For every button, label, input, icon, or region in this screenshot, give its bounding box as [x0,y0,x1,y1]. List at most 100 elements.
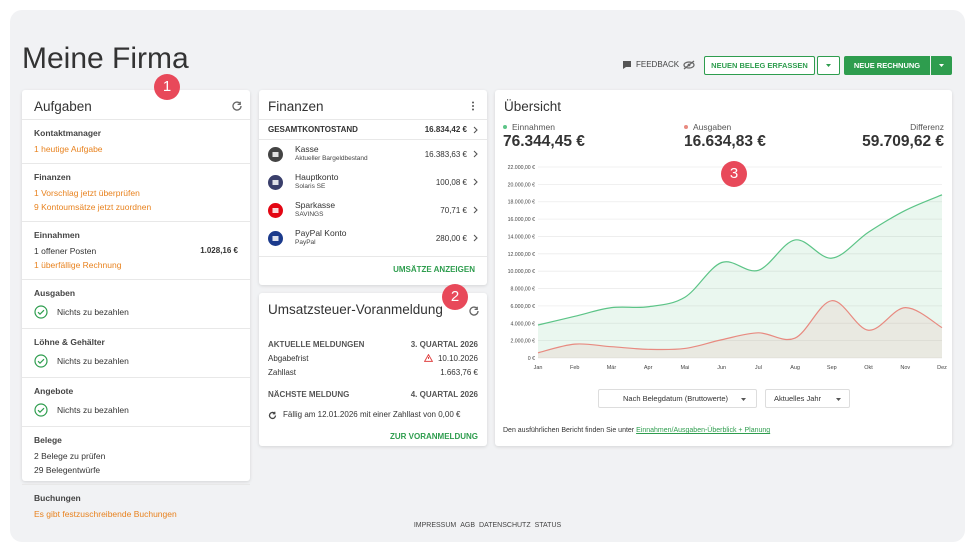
footer-link[interactable]: DATENSCHUTZ [479,522,531,529]
task-text: 2 Belege zu prüfen [34,451,106,461]
step-marker: 3 [721,161,747,187]
legend-dot [503,125,507,129]
task-text: 1 offener Posten [34,246,97,256]
account-row[interactable]: Hauptkonto Solaris SE 100,08 € [259,168,487,196]
new-receipt-dropdown[interactable] [817,56,840,75]
select-text: Aktuelles Jahr [774,394,822,403]
account-row[interactable]: PayPal Konto PayPal 280,00 € [259,224,487,252]
y-tick-label: 20.000,00 € [508,182,536,188]
account-name: Sparkasse SAVINGS [295,200,440,220]
account-title: Hauptkonto [295,172,339,182]
task-section: Belege 2 Belege zu prüfen 29 Belegentwürfe [22,426,250,484]
chevron-icon [473,178,478,186]
report-link[interactable]: Einnahmen/Ausgaben-Überblick + Planung [636,427,771,434]
task-line: 29 Belegentwürfe [34,463,238,477]
account-sub: SAVINGS [295,211,324,218]
current-heading-label: AKTUELLE MELDUNGEN [268,340,365,349]
task-link[interactable]: Es gibt festzuschreibende Buchungen [34,509,177,519]
task-line: 2 Belege zu prüfen [34,449,238,463]
task-done: Nichts zu bezahlen [34,304,238,320]
task-link[interactable]: 1 Vorschlag jetzt überprüfen [34,188,140,198]
more-icon [472,101,474,111]
section-title: Ausgaben [34,288,76,298]
task-done-text: Nichts zu bezahlen [57,356,129,366]
task-link[interactable]: 1 heutige Aufgabe [34,144,103,154]
series-area [538,300,942,358]
account-amount: 280,00 € [435,233,467,243]
vat-row-label: Zahllast [268,368,297,377]
check-icon [34,403,48,417]
task-section: Buchungen Es gibt festzuschreibende Buchu… [22,484,250,528]
account-icon [268,146,283,162]
x-tick-label: Aug [790,365,800,371]
task-link[interactable]: 1 überfällige Rechnung [34,260,122,270]
section-title: Belege [34,435,62,445]
task-section: Kontaktmanager 1 heutige Aufgabe [22,119,250,163]
summary-label: Differenz [910,122,944,132]
check-icon [34,305,48,319]
account-amount: 16.383,63 € [424,149,467,159]
task-done-text: Nichts zu bezahlen [57,307,129,317]
y-tick-label: 4.000,00 € [510,321,535,327]
task-link[interactable]: 9 Kontoumsätze jetzt zuordnen [34,202,152,212]
account-row[interactable]: Kasse Aktueller Bargeldbestand 16.383,63 € [259,140,487,168]
y-tick-label: 22.000,00 € [508,165,536,171]
footer-link[interactable]: AGB [460,522,476,529]
next-heading-label: NÄCHSTE MELDUNG [268,390,350,399]
vat-row: Abgabefrist 10.10.2026 [268,352,478,366]
caret [939,64,944,67]
footer-link[interactable]: STATUS [534,522,562,529]
x-tick-label: Mär [607,365,617,371]
vat-link[interactable]: ZUR VORANMELDUNG [390,432,478,441]
report-note: Den ausführlichen Bericht finden Sie unt… [503,427,770,434]
x-tick-label: Okt [864,365,873,371]
account-title: Kasse [295,144,319,154]
vat-row-value: 1.663,76 € [440,368,478,377]
section-title: Finanzen [34,172,71,182]
feedback-link[interactable]: FEEDBACK [636,60,680,69]
series-area [538,194,942,358]
account-title: PayPal Konto [295,228,347,238]
summary-value: 59.709,62 € [862,133,944,150]
task-section: Ausgaben Nichts zu bezahlen [22,279,250,328]
section-title: Kontaktmanager [34,128,102,138]
footer-link[interactable]: IMPRESSUM [413,522,457,529]
section-title: Buchungen [34,493,81,503]
tasks-card: Aufgaben Kontaktmanager 1 heutige Aufgabe F… [22,90,250,519]
account-title: Sparkasse [295,200,336,210]
filter-select[interactable]: Aktuelles Jahr [765,389,850,408]
new-invoice-button[interactable]: NEUE RECHNUNG [844,56,930,75]
account-sub: Aktueller Bargeldbestand [295,155,368,162]
summary-label: Einnahmen [503,122,585,132]
account-amount: 100,08 € [435,177,467,187]
task-line: 1 offener Posten 1.028,16 € [34,244,238,258]
task-section: Angebote Nichts zu bezahlen [22,377,250,426]
account-sub: Solaris SE [295,183,326,190]
card-title: Umsatzsteuer-Voranmeldung [268,302,443,317]
report-text: Den ausführlichen Bericht finden Sie unt… [503,427,635,434]
vat-note-text: Fällig am 12.01.2026 mit einer Zahllast … [283,410,461,419]
section-title: Löhne & Gehälter [34,337,105,347]
new-receipt-button[interactable]: NEUEN BELEG ERFASSEN [704,56,815,75]
overview-card: Übersicht Einnahmen 76.344,45 € Ausgaben 16.… [495,90,952,446]
x-tick-label: Jul [755,365,762,371]
chevron-icon [473,126,478,134]
select-text: Nach Belegdatum (Bruttowerte) [623,394,729,403]
card-title: Aufgaben [34,99,92,114]
finances-card: Finanzen GESAMTKONTOSTAND 16.834,42 € Kasse… [259,90,487,285]
task-done: Nichts zu bezahlen [34,353,238,369]
filter-select[interactable]: Nach Belegdatum (Bruttowerte) [598,389,757,408]
series-line [537,300,943,354]
chevron-icon [473,150,478,158]
account-row[interactable]: Sparkasse SAVINGS 70,71 € [259,196,487,224]
refresh-icon [469,306,479,316]
vat-card: Umsatzsteuer-Voranmeldung AKTUELLE MELDUN… [259,293,487,446]
task-section: Finanzen 1 Vorschlag jetzt überprüfen 9 Ko… [22,163,250,221]
new-invoice-dropdown[interactable] [931,56,952,75]
visibility-icon [683,60,695,70]
y-tick-label: 10.000,00 € [508,269,536,275]
account-name: Hauptkonto Solaris SE [295,172,436,192]
transactions-link[interactable]: UMSÄTZE ANZEIGEN [259,256,487,282]
step-marker: 2 [442,284,468,310]
